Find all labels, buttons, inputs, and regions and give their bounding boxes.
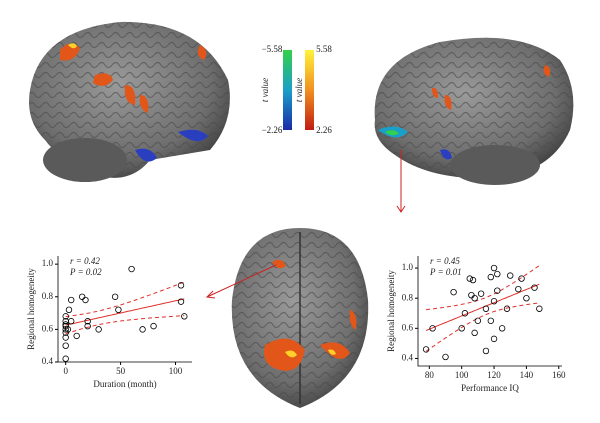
point [150, 322, 157, 330]
x-tick-label: 50 [116, 366, 126, 376]
point [67, 318, 75, 325]
confidence-band [426, 265, 540, 311]
point [62, 313, 69, 320]
point [507, 272, 514, 279]
point [78, 293, 86, 300]
x-tick-label: 100 [169, 366, 183, 376]
brain-left [29, 21, 230, 182]
x-tick-label: 120 [487, 370, 501, 380]
x-axis-label: Performance IQ [461, 383, 519, 393]
point [490, 264, 498, 272]
point [64, 326, 72, 333]
y-tick-label: 1.0 [42, 258, 54, 268]
point [442, 353, 449, 361]
annotation: r = 0.45 [430, 256, 460, 266]
point [518, 275, 525, 282]
colorbar-label: 2.26 [316, 125, 332, 135]
y-tick-label: 0.6 [42, 323, 54, 333]
y-axis-label: Regional homogeneity [386, 270, 396, 352]
point [490, 335, 498, 343]
point [62, 334, 69, 341]
colorbar-title: t value [260, 78, 270, 102]
point [494, 270, 501, 278]
point [469, 276, 477, 284]
point [490, 298, 498, 305]
point [531, 284, 538, 291]
point [503, 305, 511, 312]
point [498, 325, 506, 332]
point [62, 329, 69, 336]
annotation: r = 0.42 [70, 256, 100, 266]
point [177, 282, 185, 289]
point [62, 322, 69, 330]
x-tick-label: 140 [520, 370, 534, 380]
point [73, 332, 80, 340]
annotation: P = 0.01 [429, 267, 462, 277]
point [468, 291, 475, 299]
colorbar-title: t value [294, 78, 304, 102]
point [84, 322, 91, 330]
colorbar-label: −2.26 [262, 125, 283, 135]
y-tick-label: 0.8 [42, 291, 54, 301]
point [474, 317, 482, 324]
y-axis-label: Regional homogeneity [26, 268, 36, 350]
fit-line [425, 283, 540, 331]
point [487, 273, 495, 281]
point [494, 287, 501, 294]
x-axis-label: Duration (month) [93, 379, 156, 389]
point [62, 342, 69, 349]
point [95, 326, 102, 333]
point [422, 346, 430, 353]
point [82, 296, 89, 304]
point [471, 294, 478, 302]
arrows [205, 150, 406, 299]
point [111, 293, 119, 300]
point [471, 329, 478, 337]
point [450, 288, 457, 296]
point [177, 298, 185, 305]
point [115, 306, 122, 314]
point [487, 317, 495, 324]
y-tick-label: 0.6 [402, 322, 414, 332]
colorbar-negative [283, 50, 292, 130]
point [128, 265, 135, 273]
point [466, 275, 473, 282]
point [477, 290, 485, 297]
point [482, 347, 490, 355]
x-tick-label: 80 [425, 370, 435, 380]
point [515, 285, 522, 293]
point [62, 355, 69, 362]
point [139, 326, 146, 333]
x-tick-label: 100 [455, 370, 469, 380]
axis [417, 256, 562, 367]
y-tick-label: 0.4 [402, 353, 414, 363]
point [62, 326, 69, 333]
colorbar-label: −5.58 [262, 44, 283, 54]
y-tick-label: 0.8 [402, 292, 414, 302]
confidence-band [425, 302, 540, 352]
x-tick-label: 160 [552, 370, 566, 380]
point [67, 296, 75, 304]
fit-line [65, 298, 185, 326]
point [458, 325, 465, 332]
colorbar-label: 5.58 [316, 44, 332, 54]
brain-right [374, 37, 574, 185]
confidence-band [65, 315, 185, 335]
y-tick-label: 0.4 [42, 356, 54, 366]
point [523, 294, 530, 302]
colorbar-positive [305, 50, 314, 130]
x-tick-label: 0 [63, 366, 68, 376]
point [181, 313, 188, 320]
y-tick-label: 1.0 [402, 262, 414, 272]
point [482, 305, 490, 312]
point [461, 310, 469, 317]
point [429, 325, 436, 332]
annotation: P = 0.02 [69, 267, 102, 277]
brain-top [231, 228, 369, 408]
point [536, 305, 543, 312]
point [84, 318, 91, 325]
point [65, 306, 73, 314]
